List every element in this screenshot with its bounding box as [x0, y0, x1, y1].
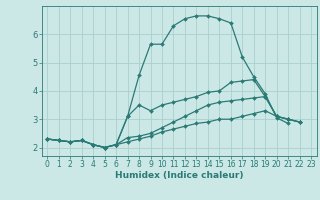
X-axis label: Humidex (Indice chaleur): Humidex (Indice chaleur)	[115, 171, 244, 180]
